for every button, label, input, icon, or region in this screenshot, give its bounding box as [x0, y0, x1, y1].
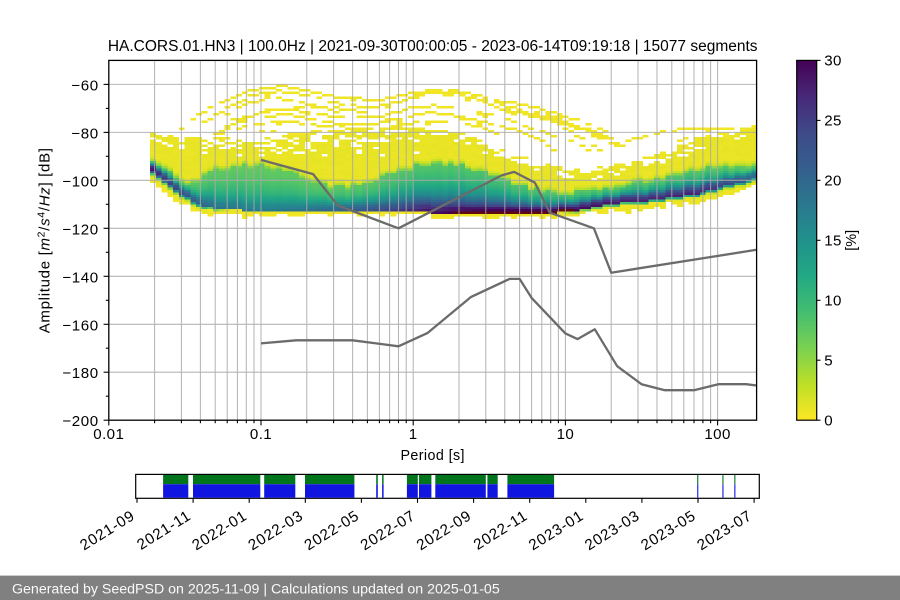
- svg-text:15: 15: [824, 232, 842, 249]
- svg-text:−120: −120: [62, 221, 98, 238]
- svg-text:10: 10: [557, 426, 575, 443]
- svg-text:−140: −140: [62, 269, 98, 286]
- svg-text:−60: −60: [71, 77, 98, 94]
- svg-text:−180: −180: [62, 365, 98, 382]
- svg-text:1: 1: [409, 426, 418, 443]
- svg-text:−200: −200: [62, 413, 98, 430]
- svg-text:0.1: 0.1: [250, 426, 272, 443]
- svg-text:Amplitude [m2/s4/Hz] [dB]: Amplitude [m2/s4/Hz] [dB]: [36, 147, 54, 333]
- svg-text:HA.CORS.01.HN3 | 100.0Hz | 202: HA.CORS.01.HN3 | 100.0Hz | 2021-09-30T00…: [108, 38, 758, 55]
- svg-text:30: 30: [824, 53, 842, 70]
- svg-text:10: 10: [824, 292, 842, 309]
- svg-text:25: 25: [824, 113, 842, 130]
- svg-text:0: 0: [824, 412, 833, 429]
- svg-text:0.01: 0.01: [93, 426, 124, 443]
- svg-text:[%]: [%]: [844, 230, 860, 251]
- svg-text:Generated by SeedPSD on 2025-1: Generated by SeedPSD on 2025-11-09 | Cal…: [12, 582, 500, 598]
- svg-text:5: 5: [824, 352, 833, 369]
- svg-text:20: 20: [824, 172, 842, 189]
- svg-text:−100: −100: [62, 173, 98, 190]
- svg-text:100: 100: [704, 426, 730, 443]
- svg-text:−160: −160: [62, 317, 98, 334]
- svg-text:Period [s]: Period [s]: [400, 448, 464, 464]
- svg-text:−80: −80: [71, 125, 98, 142]
